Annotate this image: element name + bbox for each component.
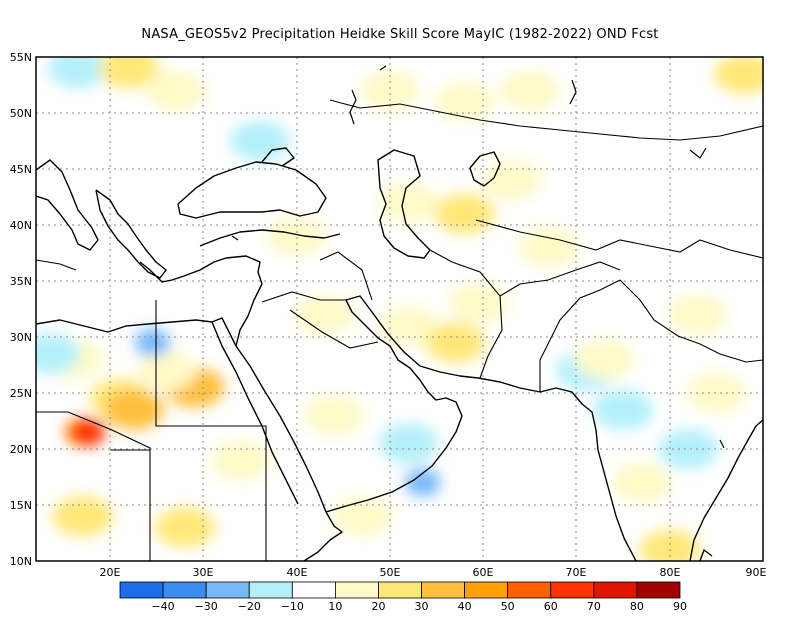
lon-label: 80E [660,566,681,579]
colorbar-swatch [550,581,595,599]
skill-patch [99,57,160,89]
skill-patch [611,462,672,503]
colorbar-label: 20 [371,600,385,613]
skill-patch [574,339,635,380]
skill-patch [434,81,495,122]
colorbar-label: 30 [415,600,429,613]
skill-patch [211,440,272,481]
skill-patch [378,182,439,223]
colorbar-swatch [378,581,422,599]
lat-label: 50N [10,107,32,120]
skill-patch [518,227,579,268]
lat-label: 25N [10,387,32,400]
lat-label: 55N [10,51,32,64]
skill-patch [145,70,206,111]
lon-label: 70E [566,566,587,579]
colorbar-label: 40 [458,600,472,613]
lon-label: 50E [380,566,401,579]
colorbar-swatch [334,581,379,599]
skill-patch [378,305,439,346]
skill-patch [52,496,113,537]
skill-patch [304,395,365,436]
skill-patch [434,193,495,234]
colorbar-label: 70 [587,600,601,613]
skill-patch [378,423,439,464]
map-frame [35,56,764,562]
lat-label: 30N [10,331,32,344]
colorbar-label: 80 [630,600,644,613]
colorbar-swatch [291,581,336,599]
skill-patch [481,160,542,201]
chart-title: NASA_GEOS5v2 Precipitation Heidke Skill … [141,27,659,42]
lon-axis: 20E 30E 40E 50E 60E 70E 80E 90E [100,566,767,579]
skill-patch [499,70,560,111]
coastlines [36,147,763,561]
political-borders [36,99,763,561]
lat-label: 10N [10,555,32,568]
colorbar-swatch [636,581,681,599]
colorbar-label: 10 [328,600,342,613]
colorbar-swatch [593,581,638,599]
skill-patch [448,283,509,324]
skill-patch [593,389,654,430]
gridlines [36,57,763,561]
colorbar-swatch [464,581,509,599]
lon-label: 30E [193,566,214,579]
colorbar-label: −10 [281,600,304,613]
lat-label: 40N [10,219,32,232]
lat-label: 15N [10,499,32,512]
skill-patch [360,70,421,111]
colorbar-label: −30 [195,600,218,613]
colorbar: −40 −30 −20 −10 10 20 30 40 50 60 70 80 90 [119,581,687,613]
skill-patch [404,468,441,497]
lon-label: 20E [100,566,121,579]
skill-patch [425,322,486,363]
skill-patch [714,57,763,94]
skill-patch [658,429,719,469]
skill-score-field [36,57,763,561]
colorbar-label: 60 [544,600,558,613]
lat-label: 35N [10,275,32,288]
colorbar-swatch [162,581,207,599]
skill-patch [103,389,164,430]
lon-label: 60E [473,566,494,579]
skill-patch [667,294,728,335]
lake-outlines [231,65,725,449]
skill-patch [136,350,197,391]
colorbar-swatch [507,581,552,599]
skill-patch [155,507,216,548]
colorbar-label: −20 [238,600,261,613]
skill-patch [294,294,355,335]
skill-patch [69,418,106,447]
lat-label: 20N [10,443,32,456]
colorbar-swatch [421,581,466,599]
skill-patch [686,373,747,413]
colorbar-label: 90 [673,600,687,613]
colorbar-swatch [119,581,164,599]
lon-label: 40E [287,566,308,579]
lon-label: 90E [746,566,767,579]
colorbar-label: −40 [151,600,174,613]
colorbar-swatch [205,581,250,599]
lat-axis: 55N 50N 45N 40N 35N 30N 25N 20N 15N 10N [10,51,32,568]
lat-label: 45N [10,163,32,176]
colorbar-label: 50 [501,600,515,613]
skill-patch [134,328,171,357]
skill-patch [639,529,700,561]
skill-patch [36,333,80,374]
colorbar-swatch [248,581,293,599]
skill-patch [47,57,108,89]
skill-patch [266,216,327,257]
skill-patch [229,121,290,161]
